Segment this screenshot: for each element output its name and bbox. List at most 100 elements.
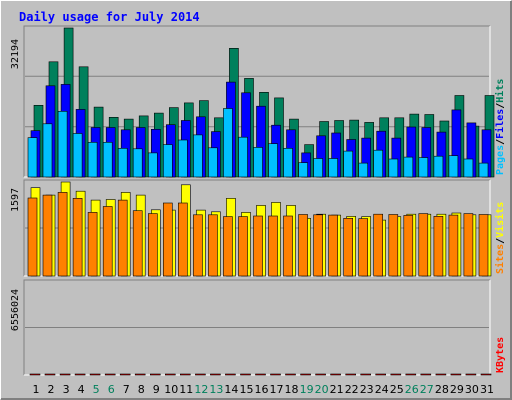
bar-kbytes-day-19 — [300, 373, 311, 376]
bar-sites-day-20 — [313, 214, 323, 277]
bar-kbytes-day-30 — [465, 373, 477, 376]
bar-pages-day-26 — [403, 156, 414, 178]
x-tick-label-day-9: 9 — [153, 383, 160, 396]
bar-pages-day-25 — [388, 158, 399, 178]
bar-sites-day-10 — [163, 202, 173, 277]
bar-pages-day-14 — [223, 108, 233, 178]
x-tick-label-day-16: 16 — [255, 383, 269, 396]
bar-sites-day-23 — [358, 218, 369, 277]
bar-sites-day-29 — [448, 214, 459, 277]
bar-pages-day-12 — [193, 134, 203, 178]
x-tick-label-day-27: 27 — [420, 383, 434, 396]
bar-kbytes-day-14 — [225, 373, 236, 376]
bar-pages-day-21 — [328, 158, 338, 178]
x-tick-label-day-12: 12 — [194, 383, 208, 396]
bar-pages-day-4 — [72, 133, 83, 178]
bar-sites-day-8 — [132, 210, 143, 277]
bar-kbytes-day-23 — [360, 373, 372, 376]
bar-pages-day-28 — [433, 155, 444, 178]
bar-kbytes-day-29 — [450, 373, 462, 376]
bar-kbytes-day-15 — [240, 373, 251, 376]
x-tick-label-day-28: 28 — [435, 383, 449, 396]
chart-panels: 32194Pages/Files/Hits1597Sites/Visits655… — [10, 25, 506, 376]
x-tick-label-day-19: 19 — [300, 383, 314, 396]
legend-pages: Pages — [495, 145, 506, 175]
x-tick-label-day-7: 7 — [123, 383, 130, 396]
legend-files: Files — [494, 109, 506, 139]
bar-kbytes-day-10 — [165, 373, 176, 376]
bar-sites-day-13 — [208, 214, 218, 277]
bar-kbytes-day-11 — [180, 373, 191, 376]
x-tick-label-day-18: 18 — [285, 383, 299, 396]
bar-pages-day-27 — [418, 157, 429, 178]
y-tick-label: 1597 — [10, 188, 21, 212]
x-tick-label-day-1: 1 — [33, 383, 40, 396]
bar-pages-day-24 — [373, 149, 384, 178]
bar-sites-day-7 — [117, 199, 128, 277]
x-tick-label-day-10: 10 — [164, 383, 178, 396]
panel-border-top — [23, 25, 490, 177]
bar-sites-day-2 — [42, 194, 53, 277]
bar-pages-day-15 — [238, 136, 248, 178]
bar-pages-day-13 — [208, 147, 218, 178]
bar-sites-day-1 — [27, 197, 38, 277]
bar-sites-day-24 — [373, 213, 384, 277]
legend-visits: Visits — [494, 202, 506, 238]
bar-kbytes-day-3 — [59, 373, 71, 376]
bar-sites-day-11 — [178, 202, 188, 277]
bar-sites-day-17 — [268, 215, 278, 277]
bar-kbytes-day-22 — [345, 373, 357, 376]
x-tick-label-day-2: 2 — [48, 383, 55, 396]
bar-pages-day-7 — [117, 148, 128, 178]
bar-kbytes-day-21 — [330, 373, 341, 376]
x-tick-label-day-20: 20 — [315, 383, 329, 396]
bar-sites-day-18 — [283, 215, 293, 277]
bar-pages-day-11 — [178, 139, 188, 178]
bar-sites-day-22 — [343, 218, 354, 277]
bar-pages-day-30 — [463, 158, 474, 178]
x-tick-label-day-29: 29 — [450, 383, 464, 396]
bar-kbytes-day-2 — [44, 373, 56, 376]
bar-sites-day-16 — [253, 215, 263, 277]
bar-pages-day-3 — [57, 111, 68, 178]
legend-separator: / — [495, 238, 506, 244]
y-tick-label: 6556024 — [10, 289, 21, 331]
x-tick-label-day-6: 6 — [108, 383, 115, 396]
bar-sites-day-3 — [57, 192, 68, 277]
panel-border-top — [23, 279, 490, 375]
bar-pages-day-5 — [87, 142, 98, 178]
legend-separator: / — [495, 139, 506, 145]
bar-sites-day-31 — [478, 214, 489, 277]
bar-sites-day-25 — [388, 214, 399, 277]
bar-kbytes-day-6 — [104, 373, 116, 376]
bar-kbytes-day-25 — [390, 373, 402, 376]
x-tick-label-day-26: 26 — [405, 383, 419, 396]
bar-sites-day-14 — [223, 216, 233, 277]
x-tick-label-day-5: 5 — [93, 383, 100, 396]
x-tick-label-day-3: 3 — [63, 383, 70, 396]
bar-kbytes-day-17 — [270, 373, 281, 376]
x-tick-label-day-4: 4 — [78, 383, 85, 396]
bar-sites-day-9 — [148, 213, 158, 277]
chart-title: Daily usage for July 2014 — [19, 10, 200, 24]
x-tick-label-day-17: 17 — [270, 383, 284, 396]
bar-sites-day-21 — [328, 214, 338, 277]
x-tick-label-day-15: 15 — [240, 383, 254, 396]
bar-sites-day-15 — [238, 216, 248, 277]
panel-legend: Sites/Visits — [494, 202, 506, 274]
bar-sites-day-6 — [102, 206, 113, 277]
x-tick-label-day-23: 23 — [360, 383, 374, 396]
legend-kbytes: KBytes — [495, 337, 506, 373]
bar-sites-day-12 — [193, 214, 203, 277]
bar-pages-day-16 — [253, 147, 263, 178]
bar-pages-day-6 — [102, 142, 113, 178]
y-tick-label: 32194 — [10, 39, 21, 69]
x-tick-label-day-21: 21 — [330, 383, 344, 396]
bar-pages-day-22 — [343, 150, 354, 178]
x-tick-label-day-11: 11 — [179, 383, 193, 396]
bar-kbytes-day-9 — [150, 373, 161, 376]
bar-pages-day-31 — [478, 162, 489, 178]
bar-kbytes-day-28 — [435, 373, 447, 376]
